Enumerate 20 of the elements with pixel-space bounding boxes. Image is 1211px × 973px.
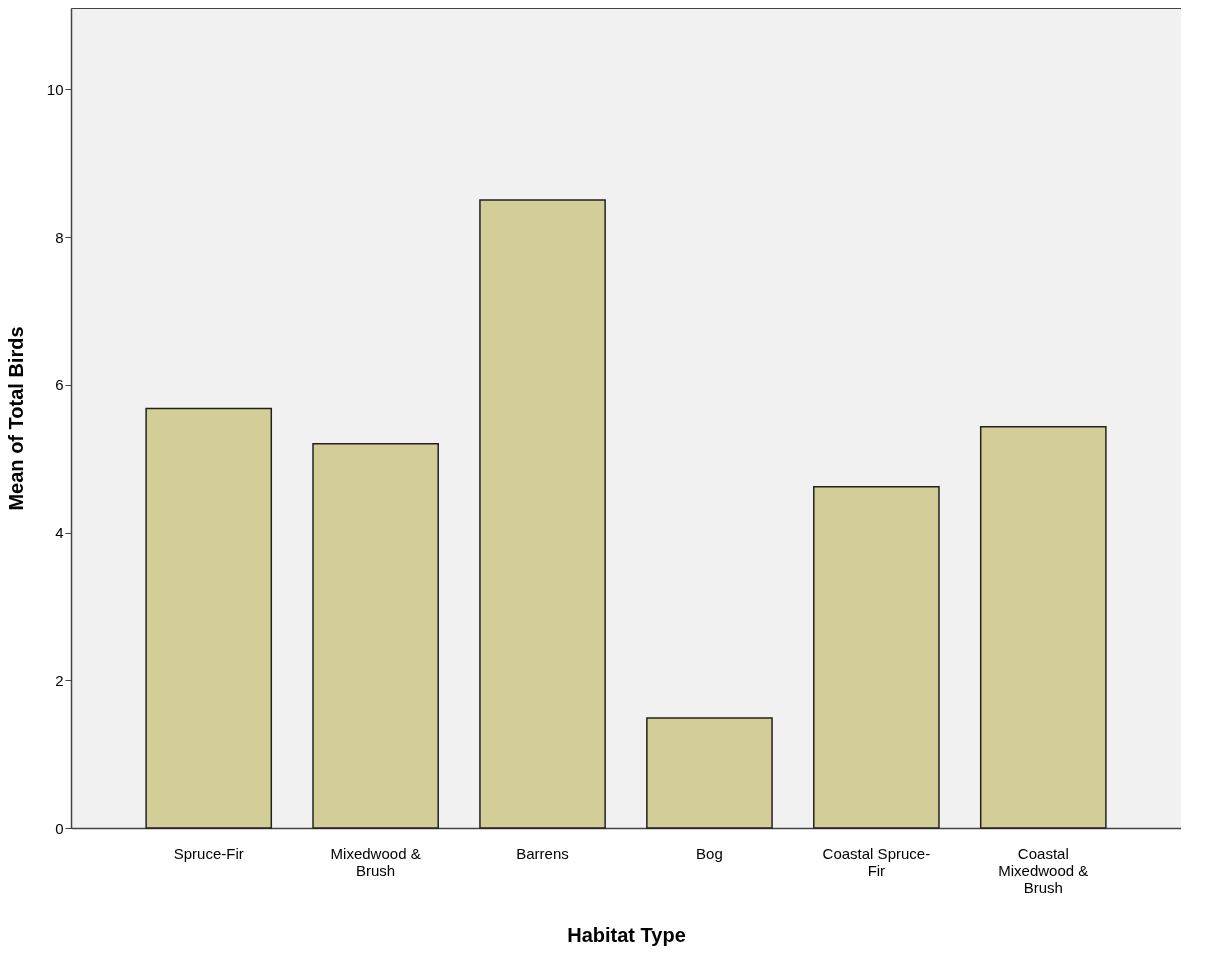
y-tick-label: 2 [55,671,64,689]
x-axis-title: Habitat Type [567,923,686,946]
y-tick-label: 8 [55,228,64,246]
x-tick-label: Spruce-Fir [173,844,244,862]
y-tick-label: 0 [55,819,64,837]
x-tick-label: Bog [696,844,723,862]
bar [813,485,940,829]
y-axis-title: Mean of Total Birds [4,326,27,511]
y-tick-label: 4 [55,524,64,541]
bar [646,717,773,829]
x-tick-label: Coastal Mixedwood & Brush [998,844,1089,896]
bar [979,426,1107,829]
y-tick-label: 6 [55,376,64,394]
x-tick-label: Coastal Spruce-Fir [822,844,931,879]
bar [312,443,439,829]
y-tick-label: 10 [46,80,64,98]
bar [479,199,606,829]
x-tick-label: Barrens [516,844,569,862]
x-tick-label: Mixedwood & Brush [330,844,421,879]
bar [145,407,273,829]
